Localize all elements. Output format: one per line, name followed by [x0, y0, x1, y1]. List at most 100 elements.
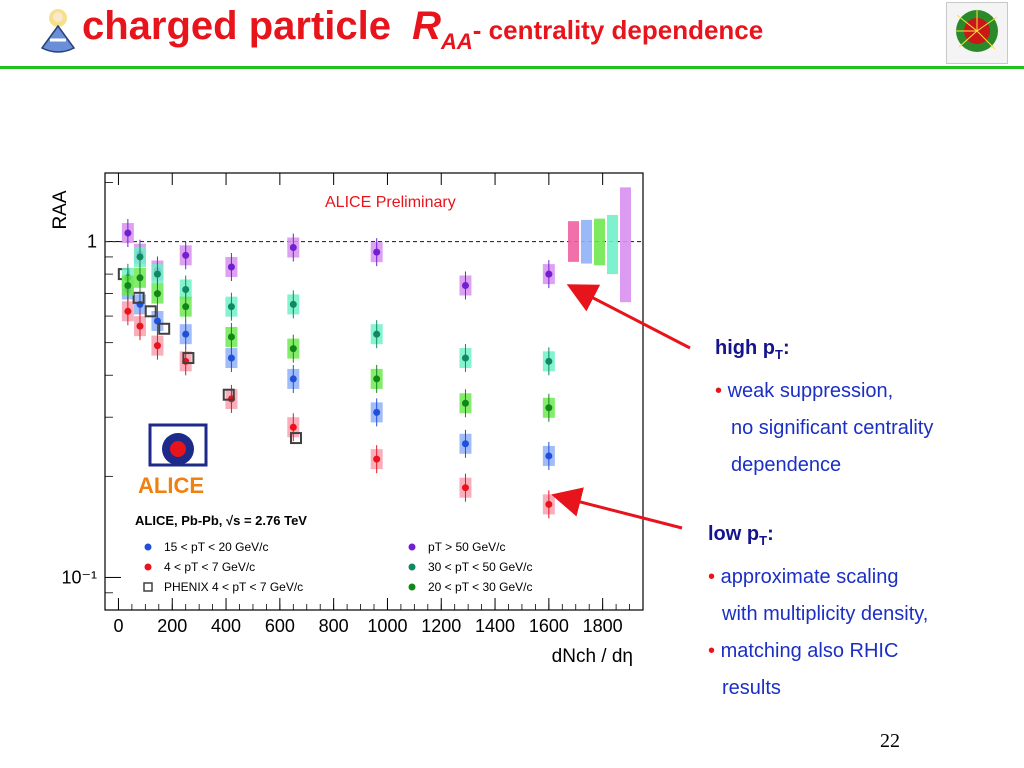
legend-marker [408, 583, 416, 591]
data-point [153, 342, 161, 350]
legend-system-label: ALICE, Pb-Pb, √s = 2.76 TeV [135, 513, 307, 528]
high-pt-line2: no significant centrality [731, 417, 934, 439]
title-r: R [412, 4, 442, 48]
data-point [227, 354, 235, 362]
data-point [182, 285, 190, 293]
high-pt-label: high p [715, 337, 775, 359]
x-axis-label: dNch / dη [552, 646, 633, 667]
data-point [461, 399, 469, 407]
high-pt-annotation: high pT: • weak suppression, no signific… [715, 330, 933, 484]
low-pt-line2: with multiplicity density, [722, 603, 929, 625]
low-pt-line3: • matching also RHIC [708, 633, 928, 670]
data-point [182, 303, 190, 311]
data-point [182, 330, 190, 338]
alice-logo-icon [946, 2, 1008, 64]
low-bullet1: • [708, 566, 716, 588]
data-point [461, 484, 469, 492]
data-point [289, 244, 297, 252]
low-pt-annotation: low pT: • approximate scaling with multi… [708, 516, 928, 707]
high-pt-sub: T [774, 347, 783, 362]
data-point [373, 248, 381, 256]
data-point-phenix [132, 291, 145, 304]
data-point [153, 270, 161, 278]
slide-title: charged particle RAA- centrality depende… [82, 4, 763, 64]
legend-marker [408, 543, 416, 551]
data-point [124, 229, 132, 237]
data-point [545, 357, 553, 365]
x-tick-label: 1200 [421, 616, 461, 636]
data-point [545, 270, 553, 278]
high-pt-colon: : [782, 337, 790, 359]
data-point [373, 375, 381, 383]
data-point [124, 281, 132, 289]
data-point [227, 263, 235, 271]
data-point [289, 300, 297, 308]
data-point [136, 274, 144, 282]
low-pt-colon: : [767, 523, 774, 545]
low-pt-heading: low pT: [708, 516, 928, 559]
raa-chart: 0 200 400 600 800 1000 1200 1400 1600 1800 10⁻¹ 1 dN… [50, 172, 644, 667]
data-point-phenix [144, 305, 157, 318]
x-tick-label: 0 [113, 616, 123, 636]
alice-experiment-label: ALICE [138, 473, 204, 498]
title-main: charged particle [82, 4, 403, 48]
high-bullet: • [715, 380, 723, 402]
alice-mascot-icon [36, 4, 82, 60]
normalization-bar [568, 221, 579, 262]
normalization-bar [607, 214, 618, 275]
data-point [373, 408, 381, 416]
legend-label: 4 < pT < 7 GeV/c [164, 560, 255, 574]
data-point [289, 375, 297, 383]
data-point-phenix [158, 322, 171, 335]
data-point-phenix [289, 432, 302, 445]
data-point [545, 452, 553, 460]
normalization-bar [594, 218, 605, 266]
y-axis-label: RAA [50, 190, 71, 229]
data-point [136, 322, 144, 330]
x-tick-label: 1400 [475, 616, 515, 636]
high-pt-line3: dependence [731, 454, 842, 476]
high-pt-line1: • weak suppression, [715, 373, 933, 410]
x-tick-label: 400 [211, 616, 241, 636]
data-point [124, 307, 132, 315]
normalization-bar [581, 219, 592, 264]
y-tick-label: 1 [87, 232, 97, 252]
chart-figure: 0 200 400 600 800 1000 1200 1400 1600 1800 10⁻¹ 1 dN… [40, 115, 660, 680]
alice-detector-center [170, 441, 186, 457]
legend-label: pT > 50 GeV/c [428, 540, 506, 554]
legend-label: 30 < pT < 50 GeV/c [428, 560, 533, 574]
data-point [373, 455, 381, 463]
x-tick-label: 1000 [367, 616, 407, 636]
data-point [545, 500, 553, 508]
data-point [182, 251, 190, 259]
legend-marker [408, 563, 416, 571]
data-point-phenix [182, 352, 195, 365]
data-point-phenix [222, 388, 235, 401]
data-point [461, 354, 469, 362]
x-tick-label: 1800 [583, 616, 623, 636]
x-tick-label: 1600 [529, 616, 569, 636]
title-subscript: AA [441, 29, 473, 54]
legend-marker [144, 543, 152, 551]
low-pt-label: low p [708, 523, 760, 545]
legend-marker [143, 582, 153, 592]
high-pt-heading: high pT: [715, 330, 933, 373]
data-point [461, 281, 469, 289]
page-number: 22 [880, 730, 900, 752]
x-tick-label: 800 [319, 616, 349, 636]
data-point [545, 404, 553, 412]
low-line1-text: approximate scaling [715, 566, 899, 588]
low-line3-text: matching also RHIC [715, 640, 899, 662]
legend-label: 20 < pT < 30 GeV/c [428, 580, 533, 594]
legend-label: PHENIX 4 < pT < 7 GeV/c [164, 580, 303, 594]
legend-label: 15 < pT < 20 GeV/c [164, 540, 269, 554]
preliminary-text: ALICE Preliminary [325, 194, 456, 211]
y-tick-label: 10⁻¹ [61, 567, 97, 587]
data-point [153, 290, 161, 298]
low-pt-line1: • approximate scaling [708, 559, 928, 596]
data-point [289, 345, 297, 353]
data-point [461, 440, 469, 448]
title-rest: - centrality dependence [472, 15, 764, 45]
low-bullet2: • [708, 640, 716, 662]
x-tick-label: 600 [265, 616, 295, 636]
